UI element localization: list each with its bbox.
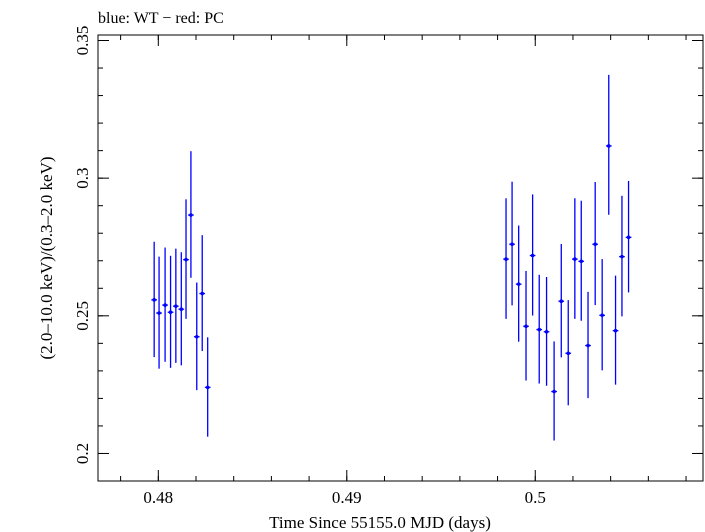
data-point (204, 337, 211, 437)
data-point (551, 341, 557, 441)
data-marker (530, 253, 535, 258)
data-marker (189, 213, 193, 217)
data-marker (626, 235, 631, 240)
y-tick-label: 0.3 (73, 168, 92, 189)
y-tick-label: 0.2 (73, 443, 92, 464)
data-marker (168, 310, 173, 315)
data-point (156, 256, 162, 369)
x-axis-label: Time Since 55155.0 MJD (days) (269, 513, 491, 532)
data-point (515, 225, 522, 342)
data-marker (200, 291, 205, 296)
data-marker (566, 351, 571, 356)
data-point (162, 247, 168, 362)
data-marker (516, 282, 521, 286)
data-marker (537, 327, 542, 332)
data-points (151, 74, 632, 441)
data-point (543, 276, 550, 386)
axis-ticks: 0.48 0.49 0.5 0.2 0.25 0.3 0.35 (73, 26, 703, 507)
data-marker (559, 299, 564, 304)
y-tick-label: 0.25 (73, 301, 92, 331)
data-marker (586, 343, 590, 348)
x-tick-label: 0.48 (143, 488, 173, 507)
data-marker (573, 257, 577, 261)
plot-frame (97, 34, 704, 482)
data-marker (174, 304, 178, 308)
data-point (578, 200, 585, 321)
data-point (199, 235, 206, 352)
data-point (592, 182, 599, 306)
data-marker (184, 257, 188, 262)
data-point (529, 194, 536, 316)
data-point (151, 241, 157, 358)
data-marker (606, 144, 611, 148)
y-tick-label: 0.35 (73, 26, 92, 56)
y-axis-label: (2.0–10.0 keV)/(0.3–2.0 keV) (37, 156, 56, 359)
data-marker (179, 307, 184, 312)
data-point (173, 248, 179, 363)
data-point (585, 291, 591, 399)
x-tick-label: 0.49 (332, 488, 362, 507)
data-marker (194, 334, 199, 339)
data-marker (613, 328, 618, 333)
data-point (183, 199, 189, 319)
data-point (509, 181, 515, 306)
data-marker (524, 324, 528, 329)
data-marker (544, 329, 549, 334)
x-tick-label: 0.5 (525, 488, 546, 507)
data-marker (579, 259, 584, 264)
data-point (503, 198, 509, 319)
data-point (558, 243, 565, 358)
data-marker (620, 254, 624, 259)
data-point (619, 195, 625, 317)
data-point (193, 282, 200, 391)
data-marker (504, 257, 508, 261)
data-point (599, 259, 605, 371)
data-point (625, 180, 632, 293)
data-marker (157, 311, 161, 315)
data-point (605, 74, 612, 215)
data-point (188, 151, 194, 278)
data-point (178, 252, 185, 366)
data-point (167, 255, 174, 368)
data-point (565, 300, 572, 406)
data-marker (152, 298, 156, 302)
data-point (536, 274, 543, 384)
data-marker (600, 313, 604, 318)
data-marker (205, 385, 210, 390)
data-point (612, 275, 619, 385)
data-marker (163, 303, 167, 307)
data-marker (593, 242, 597, 247)
data-point (523, 270, 529, 381)
data-marker (510, 242, 514, 247)
chart-title: blue: WT − red: PC (98, 10, 224, 27)
data-point (572, 198, 578, 319)
data-marker (552, 389, 556, 394)
